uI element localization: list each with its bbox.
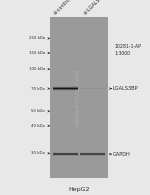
Text: si-LGALS3BP: si-LGALS3BP	[83, 0, 108, 16]
Text: 10281-1-AP
1:3000: 10281-1-AP 1:3000	[114, 44, 141, 56]
Text: 250 kDa: 250 kDa	[29, 36, 45, 40]
Text: HepG2: HepG2	[68, 187, 90, 192]
Text: 30 kDa: 30 kDa	[31, 151, 45, 155]
Text: WWW.PTGAB.COM: WWW.PTGAB.COM	[76, 69, 81, 126]
Text: 50 kDa: 50 kDa	[31, 109, 45, 113]
Text: GAPDH: GAPDH	[112, 152, 130, 157]
Bar	[50, 17, 108, 178]
Text: 40 kDa: 40 kDa	[31, 124, 45, 128]
Text: si-control: si-control	[53, 0, 73, 16]
Text: 100 kDa: 100 kDa	[29, 67, 45, 71]
Text: 150 kDa: 150 kDa	[29, 51, 45, 55]
Text: LGALS3BP: LGALS3BP	[112, 86, 138, 91]
Text: 70 kDa: 70 kDa	[31, 87, 45, 91]
